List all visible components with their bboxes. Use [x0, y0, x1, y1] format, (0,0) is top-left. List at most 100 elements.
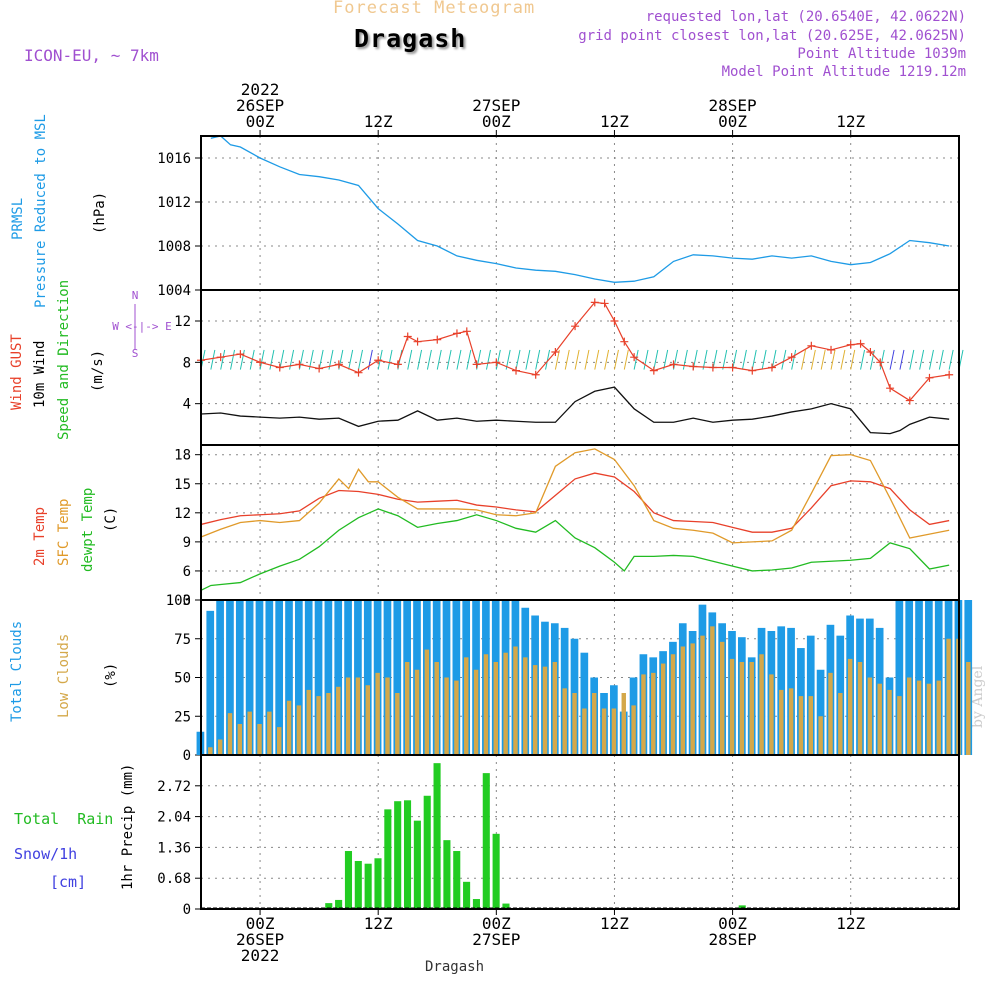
top-time-label: 12Z — [600, 112, 629, 131]
gust-point — [856, 339, 865, 348]
wind-direction-arrow — [358, 349, 363, 370]
wind-direction-arrow — [230, 349, 236, 370]
rain-bar — [482, 773, 490, 909]
footer-location: Dragash — [425, 959, 485, 975]
low-cloud-bar — [562, 688, 567, 755]
low-cloud-bar — [375, 672, 380, 755]
total-cloud-bar — [816, 669, 825, 755]
panel-frame-pressure — [200, 135, 960, 291]
gust-point — [492, 358, 501, 367]
wind-direction-arrow — [673, 349, 679, 370]
low-cloud-bar — [690, 643, 695, 755]
bottom-time-label: 12Z — [600, 914, 629, 933]
wind-direction-arrow — [604, 349, 610, 370]
gust-point — [403, 332, 412, 341]
low-cloud-bar — [779, 689, 784, 755]
low-cloud-bar — [857, 662, 863, 755]
wind-direction-arrow — [249, 349, 255, 370]
ytick-label: 50 — [174, 671, 191, 687]
low-cloud-bar — [316, 696, 321, 755]
ytick-label: 1012 — [157, 195, 191, 211]
snow-label: Snow/1h — [14, 845, 78, 863]
low-cloud-bar — [729, 658, 735, 755]
low-cloud-bar — [217, 739, 223, 755]
wind-direction-arrow — [653, 349, 659, 370]
ytick-label: 9 — [183, 535, 191, 551]
compass-s: S — [132, 347, 139, 360]
series-2m-temp — [200, 472, 950, 533]
low-cloud-bar — [306, 689, 311, 755]
ytick-label: 0 — [183, 902, 191, 918]
low-cloud-bar — [749, 662, 754, 755]
rain-bar — [335, 899, 343, 909]
gust-point — [393, 360, 402, 369]
low-cloud-bar — [592, 693, 597, 755]
location-title: Dragash — [354, 24, 467, 53]
low-cloud-bar — [424, 649, 430, 755]
gust-point — [462, 327, 471, 336]
wind-direction-arrow — [476, 349, 482, 370]
low-cloud-bar — [828, 672, 833, 755]
rain-bar — [325, 903, 333, 909]
total-cloud-bar — [235, 600, 244, 755]
wind-direction-arrow — [594, 349, 600, 370]
top-time-label: 2022 — [241, 80, 280, 99]
total-cloud-bar — [285, 600, 293, 755]
rain-bar — [403, 800, 412, 909]
low-cloud-bar — [493, 662, 498, 755]
total-cloud-bar — [324, 600, 333, 755]
low-cloud-bar — [907, 677, 912, 755]
low-cloud-bar — [710, 626, 715, 755]
gust-point — [600, 299, 609, 308]
low-cloud-bar — [257, 724, 262, 755]
wind-direction-arrow — [495, 349, 501, 370]
rain-bar — [374, 858, 382, 909]
top-time-label: 00Z — [246, 112, 275, 131]
model-label: ICON-EU, ~ 7km — [24, 46, 159, 65]
point-altitude: Point Altitude 1039m — [797, 46, 966, 62]
low-cloud-bar — [483, 654, 489, 755]
low-cloud-bar — [434, 662, 439, 755]
wind-direction-arrow — [781, 349, 787, 370]
gust-point — [620, 337, 629, 346]
bottom-time-label: 12Z — [364, 914, 393, 933]
ytick-label: 15 — [174, 477, 191, 493]
bottom-time-label: 2022 — [241, 946, 280, 965]
wind-direction-arrow — [909, 349, 915, 370]
wind-direction-arrow — [712, 349, 718, 370]
wind-direction-arrow — [643, 349, 649, 370]
gust-point — [610, 317, 619, 325]
total-cloud-bar — [245, 600, 254, 755]
low-cloud-bar — [769, 674, 774, 755]
gust-point — [315, 364, 324, 373]
gust-point — [748, 366, 757, 375]
low-cloud-bar — [759, 654, 764, 755]
low-cloud-bar — [818, 716, 823, 755]
wind-direction-arrow — [722, 349, 728, 370]
gust-point — [827, 345, 836, 354]
wind-direction-arrow — [525, 349, 531, 370]
gust-point — [512, 366, 521, 375]
wind-direction-arrow — [850, 349, 856, 370]
gust-point — [334, 360, 343, 369]
gust-point — [689, 362, 698, 371]
rain-bar — [463, 881, 471, 909]
gust-point — [866, 348, 875, 356]
low-cloud-bar — [523, 657, 528, 755]
wind-direction-arrow — [220, 349, 226, 370]
gust-point — [669, 360, 678, 369]
rain-bar — [453, 851, 461, 909]
gust-point — [354, 368, 363, 377]
low-cloud-bar — [542, 666, 548, 755]
rain-bar — [354, 860, 362, 909]
wind-direction-arrow — [948, 349, 954, 370]
gust-point — [452, 329, 461, 338]
top-time-label: 12Z — [364, 112, 393, 131]
gust-point — [886, 384, 895, 393]
total-cloud-bar — [216, 600, 224, 755]
total-cloud-bar — [334, 600, 343, 755]
wind-direction-arrow — [761, 349, 767, 370]
wind-direction-arrow — [338, 349, 344, 370]
gust-point — [433, 335, 442, 344]
wind-direction-arrow — [584, 349, 590, 370]
